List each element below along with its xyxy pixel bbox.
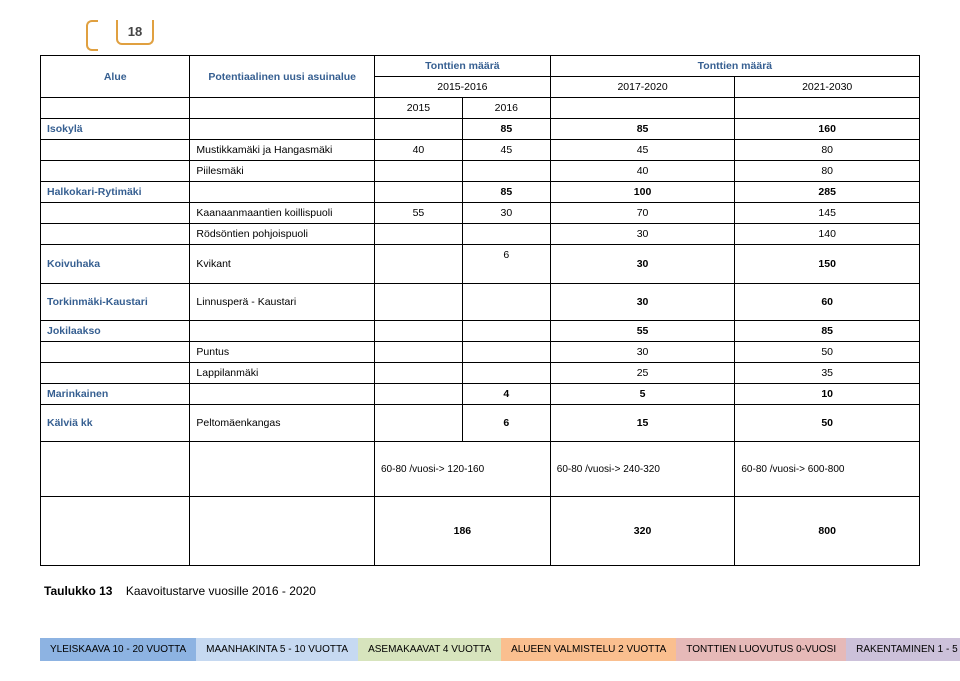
- cell: 160: [735, 119, 920, 140]
- cell: Kaanaanmaantien koillispuoli: [190, 203, 375, 224]
- cell: 320: [550, 497, 735, 566]
- cell: 5: [550, 384, 735, 405]
- caption-label: Taulukko 13: [44, 584, 112, 598]
- cell: 30: [550, 224, 735, 245]
- cell: 55: [375, 203, 463, 224]
- cell: Mustikkamäki ja Hangasmäki: [190, 140, 375, 161]
- caption-text: Kaavoitustarve vuosille 2016 - 2020: [126, 584, 316, 598]
- cell: 60-80 /vuosi-> 600-800: [735, 442, 920, 497]
- cell: 60-80 /vuosi-> 120-160: [375, 442, 551, 497]
- cell: 55: [550, 321, 735, 342]
- data-table: Alue Potentiaalinen uusi asuinalue Tontt…: [40, 55, 920, 566]
- cell: Lappilanmäki: [190, 363, 375, 384]
- area-jokilaakso: Jokilaakso: [41, 321, 190, 342]
- table-row: Marinkainen 4 5 10: [41, 384, 920, 405]
- legend-item: ALUEEN VALMISTELU 2 VUOTTA: [501, 638, 676, 661]
- bracket-decoration: [86, 20, 98, 51]
- table-row: Kälviä kk Peltomäenkangas 6 15 50: [41, 405, 920, 442]
- cell: 25: [550, 363, 735, 384]
- table-row: Jokilaakso 55 85: [41, 321, 920, 342]
- cell: 285: [735, 182, 920, 203]
- cell: 100: [550, 182, 735, 203]
- cell: 30: [550, 342, 735, 363]
- col-area: Alue: [41, 56, 190, 98]
- cell: 30: [462, 203, 550, 224]
- cell: 85: [462, 119, 550, 140]
- table-row: Piilesmäki 40 80: [41, 161, 920, 182]
- table-row: Lappilanmäki 25 35: [41, 363, 920, 384]
- legend-item: TONTTIEN LUOVUTUS 0-VUOSI: [676, 638, 846, 661]
- span-2021-2030: 2021-2030: [735, 77, 920, 98]
- table-header-row3: 2015 2016: [41, 98, 920, 119]
- cell: 6: [462, 245, 550, 284]
- table-row: Isokylä 85 85 160: [41, 119, 920, 140]
- cell: Kvikant: [190, 245, 375, 284]
- yr-2016: 2016: [462, 98, 550, 119]
- cell: 45: [550, 140, 735, 161]
- span-2017-2020: 2017-2020: [550, 77, 735, 98]
- cell: Piilesmäki: [190, 161, 375, 182]
- table-row: Puntus 30 50: [41, 342, 920, 363]
- area-kalvia: Kälviä kk: [41, 405, 190, 442]
- cell: 60: [735, 284, 920, 321]
- area-koivuhaka: Koivuhaka: [41, 245, 190, 284]
- cell: 35: [735, 363, 920, 384]
- cell: 60-80 /vuosi-> 240-320: [550, 442, 735, 497]
- area-isokyla: Isokylä: [41, 119, 190, 140]
- table-row: Torkinmäki-Kaustari Linnusperä - Kaustar…: [41, 284, 920, 321]
- area-torkinmaki: Torkinmäki-Kaustari: [41, 284, 190, 321]
- cell: 140: [735, 224, 920, 245]
- cell: 6: [462, 405, 550, 442]
- cell: Puntus: [190, 342, 375, 363]
- cell: 150: [735, 245, 920, 284]
- table-row: Halkokari-Rytimäki 85 100 285: [41, 182, 920, 203]
- cell: 15: [550, 405, 735, 442]
- cell: 40: [375, 140, 463, 161]
- table-row: Kaanaanmaantien koillispuoli 55 30 70 14…: [41, 203, 920, 224]
- table-row: Mustikkamäki ja Hangasmäki 40 45 45 80: [41, 140, 920, 161]
- span-2015-2016: 2015-2016: [375, 77, 551, 98]
- col-potential: Potentiaalinen uusi asuinalue: [190, 56, 375, 98]
- table-row-totals: 186 320 800: [41, 497, 920, 566]
- col-count2: Tonttien määrä: [550, 56, 919, 77]
- cell: 50: [735, 405, 920, 442]
- table-row-summary: 60-80 /vuosi-> 120-160 60-80 /vuosi-> 24…: [41, 442, 920, 497]
- cell: Peltomäenkangas: [190, 405, 375, 442]
- cell: Linnusperä - Kaustari: [190, 284, 375, 321]
- table-header-row: Alue Potentiaalinen uusi asuinalue Tontt…: [41, 56, 920, 77]
- cell: Rödsöntien pohjoispuoli: [190, 224, 375, 245]
- legend-item: ASEMAKAAVAT 4 VUOTTA: [358, 638, 501, 661]
- cell: 85: [550, 119, 735, 140]
- legend-item: RAKENTAMINEN 1 - 5 VUOTTA: [846, 638, 960, 661]
- legend-item: YLEISKAAVA 10 - 20 VUOTTA: [40, 638, 196, 661]
- cell: 40: [550, 161, 735, 182]
- cell: 30: [550, 245, 735, 284]
- cell: 85: [735, 321, 920, 342]
- cell: 800: [735, 497, 920, 566]
- legend-bar: YLEISKAAVA 10 - 20 VUOTTAMAANHAKINTA 5 -…: [40, 638, 920, 661]
- cell: 80: [735, 140, 920, 161]
- cell: 186: [375, 497, 551, 566]
- cell: 45: [462, 140, 550, 161]
- area-halkokari: Halkokari-Rytimäki: [41, 182, 190, 203]
- area-marinkainen: Marinkainen: [41, 384, 190, 405]
- cell: 80: [735, 161, 920, 182]
- cell: 145: [735, 203, 920, 224]
- page-number: 18: [116, 20, 154, 45]
- cell: 4: [462, 384, 550, 405]
- cell: 10: [735, 384, 920, 405]
- col-count1: Tonttien määrä: [375, 56, 551, 77]
- yr-2015: 2015: [375, 98, 463, 119]
- table-row: Rödsöntien pohjoispuoli 30 140: [41, 224, 920, 245]
- cell: 30: [550, 284, 735, 321]
- page-number-frame: 18: [100, 20, 170, 45]
- legend-item: MAANHAKINTA 5 - 10 VUOTTA: [196, 638, 358, 661]
- cell: 50: [735, 342, 920, 363]
- table-row: Koivuhaka Kvikant 6 30 150: [41, 245, 920, 284]
- table-caption: Taulukko 13 Kaavoitustarve vuosille 2016…: [44, 584, 920, 598]
- cell: 85: [462, 182, 550, 203]
- cell: 70: [550, 203, 735, 224]
